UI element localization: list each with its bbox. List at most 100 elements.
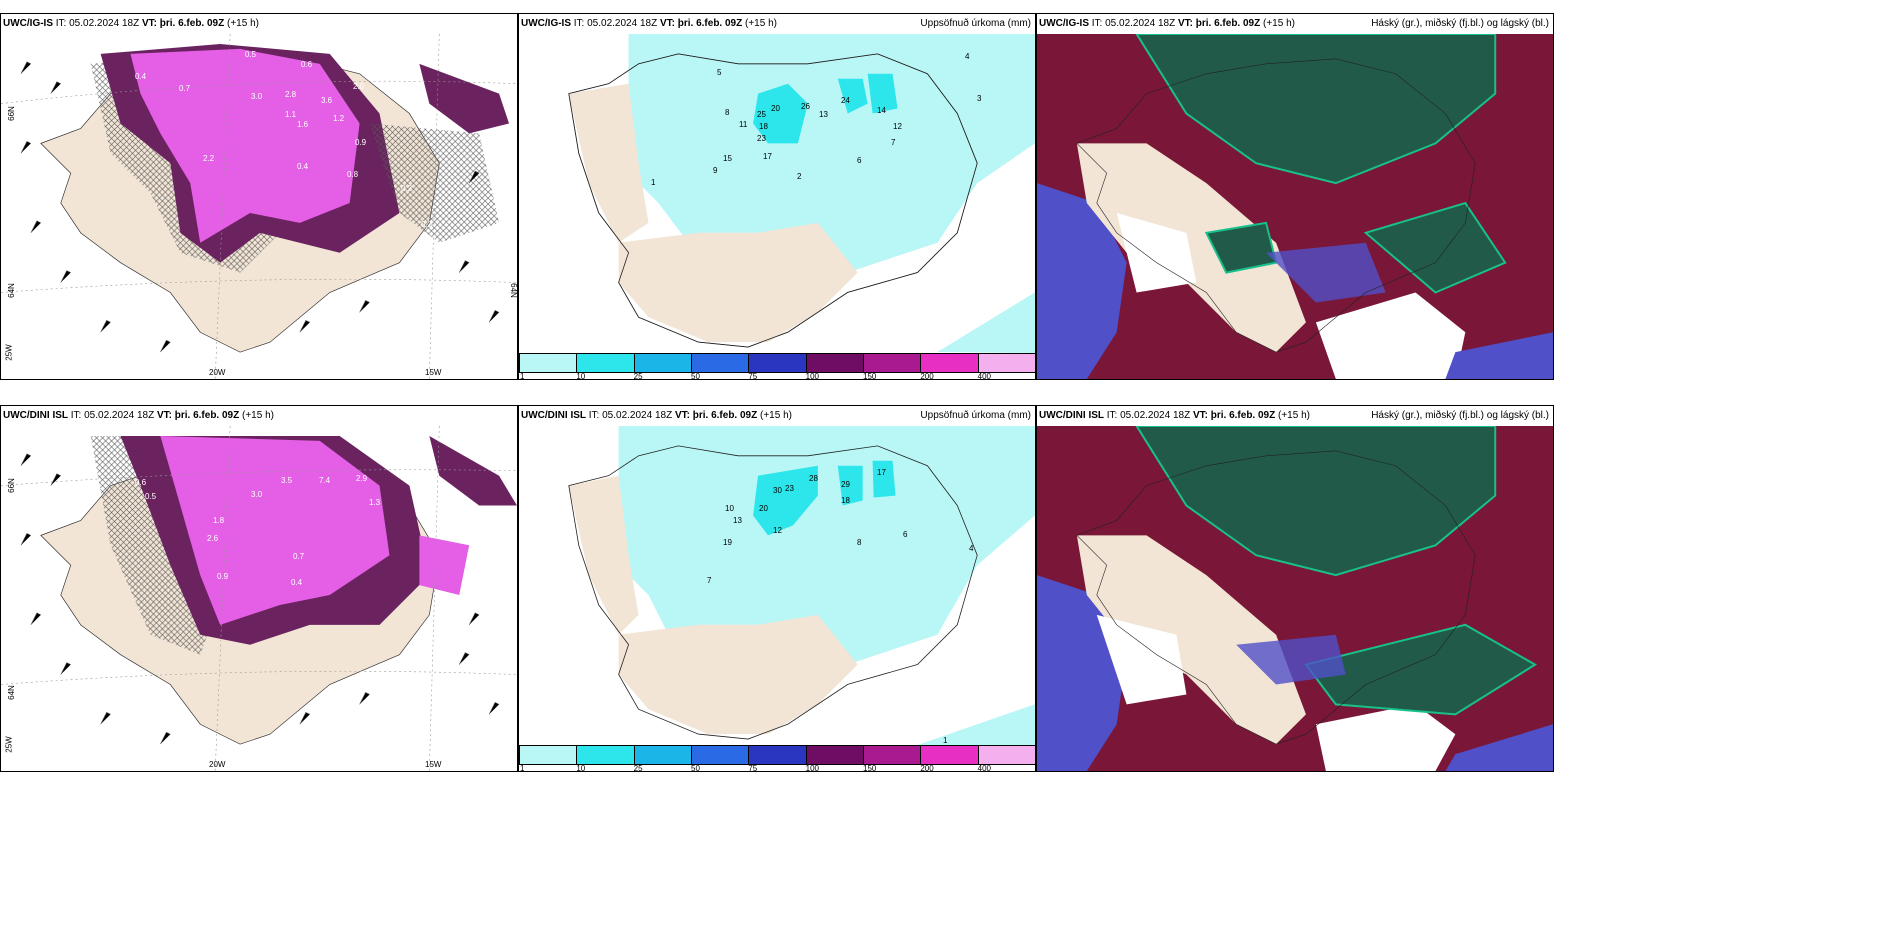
- color-scale-tick: 50: [691, 764, 700, 772]
- value-label: 0.9: [355, 138, 367, 147]
- value-label: 17: [763, 152, 772, 161]
- panel-header: UWC/DINI ISL IT: 05.02.2024 18Z VT: þri.…: [1039, 410, 1310, 421]
- color-scale-swatch: [633, 746, 691, 764]
- value-label: 1.2: [333, 114, 345, 123]
- value-label: 2.8: [285, 90, 297, 99]
- color-scale-swatch: [977, 354, 1035, 372]
- wind-precip-map: 66N 64N 64N 20W 15W 25W 0.5 0.6 0.4 0.7 …: [1, 34, 517, 379]
- value-label: 23: [785, 484, 794, 493]
- color-scale-swatch: [690, 354, 749, 372]
- color-scale-tick: 25: [633, 372, 643, 380]
- value-label: 12: [893, 122, 902, 131]
- panel-row2-mid: UWC/DINI ISL IT: 05.02.2024 18Z VT: þri.…: [518, 405, 1036, 772]
- color-scale-tick: 150: [863, 372, 877, 380]
- land-west: [568, 83, 649, 243]
- clear-white: [1315, 704, 1456, 771]
- value-label: 8: [725, 108, 730, 117]
- coastline: [568, 53, 978, 348]
- color-scale-tick: 25: [633, 764, 643, 772]
- panel-title: Uppsöfnuð úrkoma (mm): [920, 18, 1031, 29]
- value-label: 7.4: [319, 476, 331, 485]
- color-scale-tick: 200: [920, 764, 934, 772]
- value-label: 14: [877, 106, 886, 115]
- color-scale-swatch: [690, 746, 749, 764]
- panel-header: UWC/IG-IS IT: 05.02.2024 18Z VT: þri. 6.…: [1039, 18, 1295, 29]
- color-scale-tick: 100: [805, 764, 820, 772]
- value-label: 19: [723, 538, 732, 547]
- mid-cloud-blue: [1445, 332, 1553, 379]
- coastline: [1076, 450, 1476, 745]
- value-label: 9: [713, 166, 718, 175]
- value-label: 3.0: [251, 92, 263, 101]
- value-label: 0.5: [245, 50, 257, 59]
- value-label: 0.7: [179, 84, 191, 93]
- value-label: 0.6: [301, 60, 313, 69]
- color-scale-bar: [519, 353, 1035, 373]
- value-label: 1.0: [367, 68, 379, 77]
- map-svg: [1, 426, 517, 771]
- value-label: 0.9: [217, 572, 229, 581]
- value-label: 0.6: [135, 478, 147, 487]
- cyan-peak: [837, 78, 868, 114]
- value-label: 8: [857, 538, 862, 547]
- value-label: 3.6: [321, 96, 333, 105]
- lat-label: 66N: [6, 478, 16, 493]
- value-label: 0.3: [421, 220, 433, 229]
- color-scale: 1 10 25 50 75 100 150 200 400: [519, 353, 1035, 379]
- precip-magenta-east: [429, 435, 517, 506]
- color-scale-tick: 400: [977, 764, 992, 772]
- value-label: 20: [759, 504, 768, 513]
- wind-barbs: [20, 61, 500, 353]
- color-scale-swatch: [920, 354, 978, 372]
- map-svg: [1037, 426, 1553, 771]
- value-label: 15: [723, 154, 732, 163]
- color-scale-swatch: [576, 354, 634, 372]
- coastline: [568, 445, 978, 740]
- color-scale-tick: 1: [520, 764, 525, 772]
- land-west: [568, 475, 639, 635]
- cyan-peak: [753, 465, 818, 536]
- value-label: 0.4: [291, 578, 303, 587]
- cyan-light-area: [628, 34, 1035, 273]
- value-label: 1.6: [297, 120, 309, 129]
- value-label: 29: [841, 480, 850, 489]
- value-label: 0.2: [401, 184, 413, 193]
- value-label: 0.7: [293, 552, 305, 561]
- lat-label: 64N: [6, 283, 16, 298]
- color-scale-swatch: [977, 746, 1035, 764]
- color-scale-swatch: [805, 354, 863, 372]
- color-scale-swatch: [862, 354, 921, 372]
- color-scale-tick: 50: [691, 372, 700, 380]
- lon-label: 15W: [425, 368, 442, 377]
- color-scale-tick: 200: [920, 372, 934, 380]
- cloud-map: [1037, 34, 1553, 379]
- value-label: 26: [801, 102, 810, 111]
- wind-precip-map: 66N 64N 20W 15W 25W 0.6 0.5 2.9 3.5 7.4 …: [1, 426, 517, 771]
- color-scale-swatch: [748, 354, 806, 372]
- value-label: 10: [725, 504, 734, 513]
- land-clear: [1076, 535, 1306, 745]
- value-label: 1.3: [369, 498, 381, 507]
- color-scale: 1 10 25 50 75 100 150 200 400: [519, 745, 1035, 771]
- lon-label: 20W: [209, 368, 226, 377]
- value-label: 30: [773, 486, 782, 495]
- value-label: 17: [877, 468, 886, 477]
- value-label: 2.2: [203, 154, 215, 163]
- value-label: 1: [651, 178, 656, 187]
- wind-barbs: [20, 453, 500, 745]
- color-scale-tick: 400: [977, 372, 992, 380]
- panel-header: UWC/IG-IS IT: 05.02.2024 18Z VT: þri. 6.…: [521, 18, 777, 29]
- value-label: 6: [903, 530, 908, 539]
- value-label: 7: [707, 576, 712, 585]
- color-scale-swatch: [862, 746, 921, 764]
- cyan-light-se: [917, 704, 1035, 745]
- cyan-light-se: [937, 292, 1035, 353]
- value-label: 0.8: [347, 170, 359, 179]
- value-label: 2.9: [356, 474, 368, 483]
- color-scale-swatch: [920, 746, 978, 764]
- color-scale-tick: 10: [576, 764, 586, 772]
- color-scale-swatch: [519, 354, 577, 372]
- value-label: 7: [891, 138, 896, 147]
- accum-precip-map: 5 4 3 8 11 20 26 24 13 14 25 18 23 17 12…: [519, 34, 1035, 353]
- value-label: 20: [771, 104, 780, 113]
